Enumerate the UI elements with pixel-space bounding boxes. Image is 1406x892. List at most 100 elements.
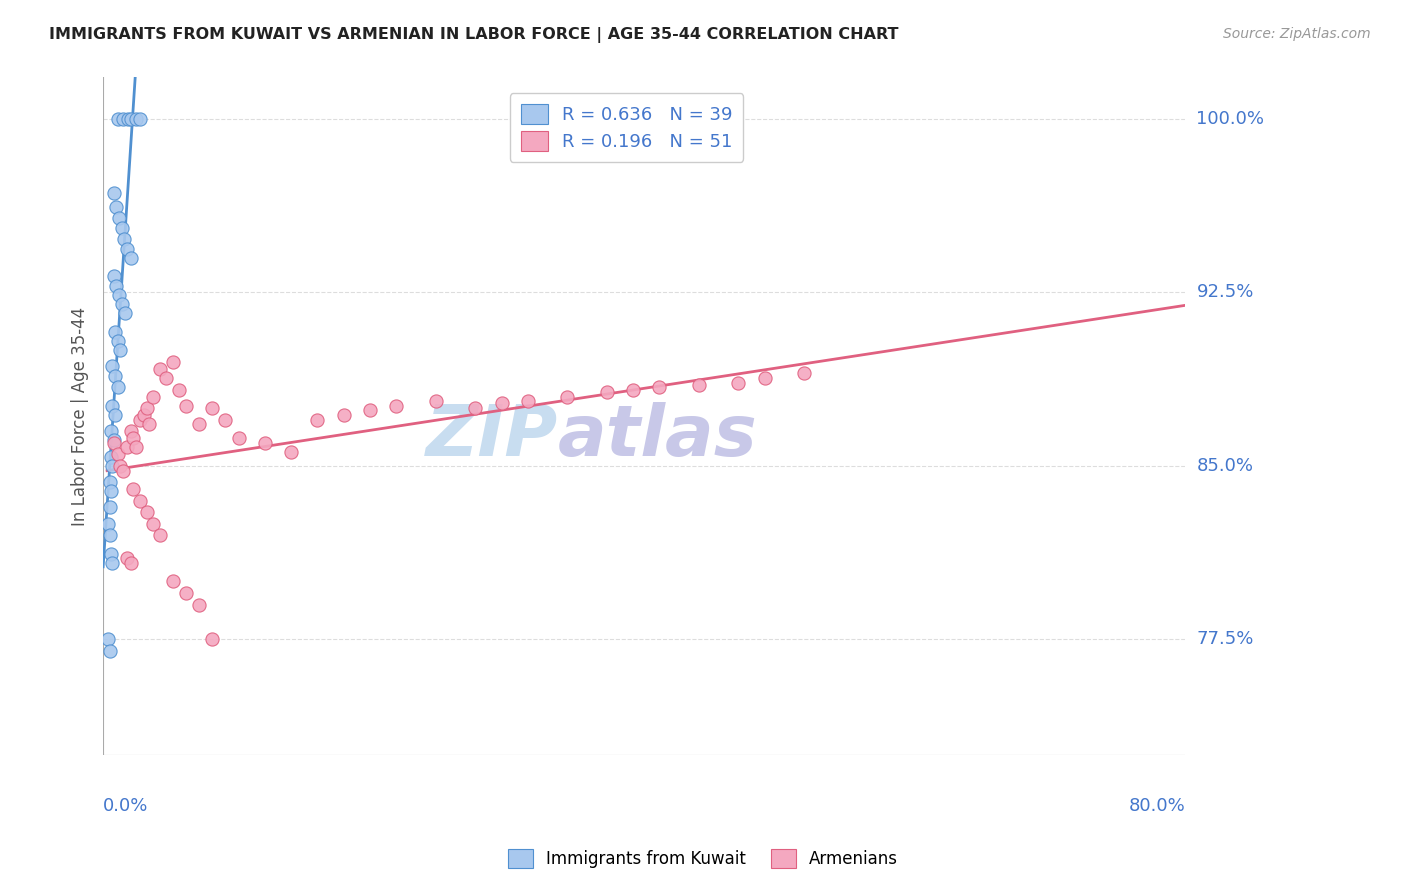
Point [174, 586, 197, 600]
Point [108, 211, 131, 226]
Text: ZIP: ZIP [426, 402, 558, 471]
Point [516, 394, 538, 409]
Text: atlas: atlas [558, 402, 758, 471]
Point [201, 632, 224, 647]
Point [648, 380, 671, 394]
Legend: R = 0.636   N = 39, R = 0.196   N = 51: R = 0.636 N = 39, R = 0.196 N = 51 [510, 94, 744, 162]
Point [110, 343, 132, 358]
Point [98, 528, 121, 542]
Point [253, 435, 276, 450]
Point [129, 493, 152, 508]
Point [149, 528, 172, 542]
Point [491, 396, 513, 410]
Point [120, 251, 142, 265]
Point [162, 355, 184, 369]
Point [103, 269, 125, 284]
Point [105, 200, 128, 214]
Point [333, 408, 356, 422]
Point [307, 412, 329, 426]
Point [149, 361, 172, 376]
Point [101, 458, 124, 473]
Point [100, 450, 122, 464]
Point [110, 458, 132, 473]
Point [596, 384, 619, 399]
Point [688, 378, 710, 392]
Point [754, 371, 776, 385]
Point [110, 297, 132, 311]
Point [103, 434, 125, 448]
Point [188, 417, 211, 432]
Point [120, 556, 142, 570]
Point [125, 441, 148, 455]
Text: 85.0%: 85.0% [1197, 457, 1254, 475]
Point [280, 445, 302, 459]
Point [135, 401, 157, 415]
Text: IMMIGRANTS FROM KUWAIT VS ARMENIAN IN LABOR FORCE | AGE 35-44 CORRELATION CHART: IMMIGRANTS FROM KUWAIT VS ARMENIAN IN LA… [49, 27, 898, 43]
Point [621, 383, 644, 397]
Text: 80.0%: 80.0% [1129, 797, 1185, 814]
Point [111, 463, 134, 477]
Point [214, 412, 236, 426]
Point [228, 431, 250, 445]
Point [100, 547, 122, 561]
Point [142, 516, 165, 531]
Point [122, 482, 145, 496]
Point [105, 278, 128, 293]
Point [111, 112, 134, 126]
Point [174, 399, 197, 413]
Point [98, 500, 121, 515]
Point [114, 306, 136, 320]
Point [201, 401, 224, 415]
Point [727, 376, 749, 390]
Point [120, 112, 142, 126]
Point [359, 403, 381, 417]
Point [464, 401, 486, 415]
Point [132, 408, 155, 422]
Point [107, 380, 129, 394]
Point [112, 232, 135, 246]
Point [108, 287, 131, 301]
Point [155, 371, 177, 385]
Y-axis label: In Labor Force | Age 35-44: In Labor Force | Age 35-44 [72, 307, 89, 525]
Point [101, 556, 124, 570]
Point [107, 112, 129, 126]
Point [115, 551, 138, 566]
Legend: Immigrants from Kuwait, Armenians: Immigrants from Kuwait, Armenians [501, 843, 905, 875]
Point [122, 431, 145, 445]
Point [100, 484, 122, 499]
Point [107, 334, 129, 348]
Point [162, 574, 184, 589]
Point [101, 399, 124, 413]
Point [97, 632, 120, 647]
Point [129, 412, 152, 426]
Point [101, 359, 124, 374]
Point [135, 505, 157, 519]
Point [98, 475, 121, 489]
Point [115, 242, 138, 256]
Point [555, 390, 578, 404]
Text: 77.5%: 77.5% [1197, 631, 1254, 648]
Point [104, 368, 127, 383]
Point [138, 417, 160, 432]
Point [117, 112, 139, 126]
Point [98, 644, 121, 658]
Text: Source: ZipAtlas.com: Source: ZipAtlas.com [1223, 27, 1371, 41]
Point [125, 112, 148, 126]
Point [188, 598, 211, 612]
Point [385, 399, 408, 413]
Point [97, 516, 120, 531]
Point [120, 424, 142, 438]
Point [115, 441, 138, 455]
Point [100, 424, 122, 438]
Text: 0.0%: 0.0% [103, 797, 149, 814]
Text: 92.5%: 92.5% [1197, 284, 1254, 301]
Point [103, 186, 125, 200]
Text: 100.0%: 100.0% [1197, 110, 1264, 128]
Point [425, 394, 447, 409]
Point [104, 325, 127, 339]
Point [110, 220, 132, 235]
Point [129, 112, 152, 126]
Point [103, 435, 125, 450]
Point [169, 383, 191, 397]
Point [142, 390, 165, 404]
